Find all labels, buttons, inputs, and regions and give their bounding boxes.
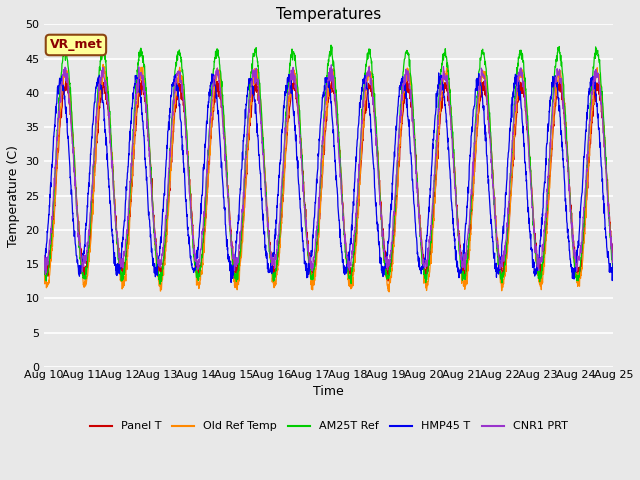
HMP45 T: [435, 70, 442, 76]
CNR1 PRT: [42, 272, 49, 277]
AM25T Ref: [199, 240, 207, 246]
CNR1 PRT: [559, 98, 567, 104]
HMP45 T: [227, 279, 235, 285]
Panel T: [358, 158, 365, 164]
CNR1 PRT: [346, 267, 353, 273]
Panel T: [199, 252, 207, 257]
Panel T: [495, 243, 502, 249]
Panel T: [384, 278, 392, 284]
AM25T Ref: [346, 273, 353, 279]
Old Ref Temp: [495, 266, 502, 272]
Old Ref Temp: [40, 268, 47, 274]
AM25T Ref: [609, 268, 617, 274]
Text: VR_met: VR_met: [49, 38, 102, 51]
HMP45 T: [358, 86, 365, 92]
HMP45 T: [559, 165, 567, 170]
Panel T: [556, 75, 563, 81]
CNR1 PRT: [495, 250, 502, 256]
Old Ref Temp: [358, 147, 365, 153]
Old Ref Temp: [609, 262, 617, 267]
HMP45 T: [609, 256, 617, 262]
Panel T: [575, 270, 583, 276]
Old Ref Temp: [575, 283, 583, 288]
Old Ref Temp: [199, 262, 207, 268]
AM25T Ref: [559, 81, 567, 87]
HMP45 T: [346, 257, 353, 263]
AM25T Ref: [495, 256, 502, 262]
CNR1 PRT: [358, 118, 365, 123]
Line: Old Ref Temp: Old Ref Temp: [44, 64, 613, 292]
CNR1 PRT: [575, 257, 583, 263]
Old Ref Temp: [346, 280, 353, 286]
Old Ref Temp: [385, 289, 393, 295]
Y-axis label: Temperature (C): Temperature (C): [7, 145, 20, 247]
Panel T: [40, 257, 47, 263]
Panel T: [345, 263, 353, 268]
CNR1 PRT: [328, 62, 335, 68]
Panel T: [559, 98, 567, 104]
Panel T: [609, 259, 617, 264]
Title: Temperatures: Temperatures: [276, 7, 381, 22]
AM25T Ref: [40, 264, 47, 269]
Legend: Panel T, Old Ref Temp, AM25T Ref, HMP45 T, CNR1 PRT: Panel T, Old Ref Temp, AM25T Ref, HMP45 …: [85, 417, 572, 436]
Line: Panel T: Panel T: [44, 78, 613, 281]
Line: AM25T Ref: AM25T Ref: [44, 45, 613, 284]
Old Ref Temp: [99, 61, 107, 67]
X-axis label: Time: Time: [313, 385, 344, 398]
AM25T Ref: [358, 107, 365, 112]
HMP45 T: [40, 267, 47, 273]
AM25T Ref: [575, 272, 583, 278]
AM25T Ref: [327, 42, 335, 48]
CNR1 PRT: [199, 228, 207, 234]
CNR1 PRT: [40, 255, 47, 261]
HMP45 T: [199, 186, 207, 192]
HMP45 T: [575, 228, 583, 234]
Old Ref Temp: [559, 98, 567, 104]
CNR1 PRT: [609, 254, 617, 260]
Line: HMP45 T: HMP45 T: [44, 73, 613, 282]
HMP45 T: [495, 271, 502, 277]
Line: CNR1 PRT: CNR1 PRT: [44, 65, 613, 275]
AM25T Ref: [156, 281, 164, 287]
